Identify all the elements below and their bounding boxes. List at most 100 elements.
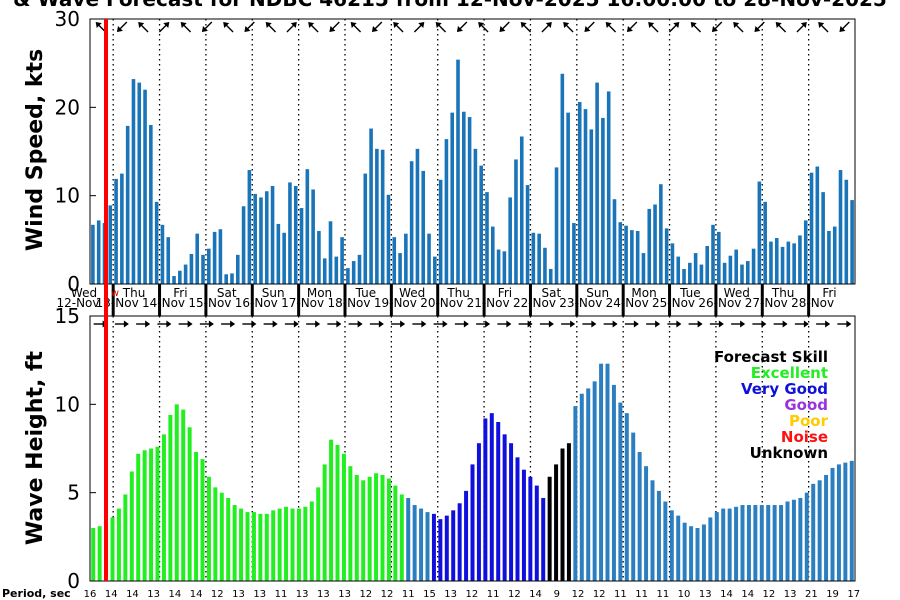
period-tick-label: 17 [847, 589, 860, 600]
wave-bar [631, 432, 636, 581]
wind-bar [821, 192, 825, 284]
wind-bar [763, 201, 767, 284]
wave-bar [721, 508, 726, 581]
wave-bar [361, 480, 366, 581]
wave-bar [554, 464, 559, 581]
day-name-label: Wed [71, 286, 97, 300]
period-tick-label: 11 [656, 589, 669, 600]
wave-bar [669, 510, 674, 581]
wind-bar [664, 228, 669, 284]
swell-direction-arrows [93, 320, 852, 328]
legend-noise: Noise [781, 428, 828, 446]
wave-bar [149, 448, 154, 581]
swell-arrow-icon [709, 320, 724, 328]
wave-bar [174, 404, 179, 581]
wind-bar [456, 59, 460, 285]
wave-bar [734, 506, 739, 581]
wave-bar [181, 409, 186, 581]
wind-bar [676, 256, 681, 284]
wave-bar [496, 422, 501, 581]
wind-bar [351, 261, 356, 284]
period-tick-label: 11 [275, 589, 288, 600]
wind-bar [519, 136, 524, 284]
wind-bar [745, 261, 750, 284]
wind-bar [728, 255, 733, 284]
wind-bar [699, 264, 704, 284]
wind-arrow-icon [413, 22, 425, 33]
wave-bar [348, 466, 353, 581]
wind-bar [404, 233, 408, 284]
day-name-label: Thu [446, 286, 470, 300]
wind-bar [682, 268, 686, 284]
wave-bar [219, 492, 224, 581]
wind-arrow-icon [711, 21, 723, 32]
wind-arrow-icon [584, 21, 595, 32]
wave-bar [194, 452, 199, 581]
wind-arrow-icon [286, 22, 297, 33]
wind-bar [583, 109, 588, 284]
wind-bar [340, 237, 344, 284]
wind-bar [531, 232, 536, 284]
day-name-label: Mon [307, 286, 332, 300]
date-label: 15-Nov [188, 296, 231, 310]
wind-bar [311, 189, 315, 284]
wind-bar [253, 193, 257, 284]
wave-bar [226, 497, 231, 581]
wind-bar [757, 181, 762, 284]
wave-bar [695, 528, 700, 581]
swell-arrow-icon [242, 320, 257, 328]
wind-arrow-icon [668, 22, 680, 33]
wind-bar [247, 170, 252, 284]
wind-bar [259, 197, 263, 284]
period-tick-label: 12 [211, 589, 224, 600]
wind-bar [606, 91, 611, 284]
wind-bar [201, 254, 205, 284]
wind-bar [293, 185, 298, 284]
wind-bar [560, 73, 565, 285]
wave-bar [258, 513, 263, 581]
wind-bar [601, 117, 605, 284]
date-label: 27-Nov [745, 296, 788, 310]
wind-bar [322, 258, 327, 284]
wind-bar [525, 185, 530, 284]
period-tick-label: 9 [554, 589, 560, 600]
wave-bar [277, 508, 282, 581]
wind-arrow-icon [605, 22, 617, 33]
wind-bar [653, 204, 657, 284]
swell-arrow-icon [114, 320, 129, 328]
wind-bar [751, 248, 756, 284]
period-tick-label: 14 [168, 589, 181, 600]
wind-bar [670, 243, 675, 284]
wind-bar [786, 241, 791, 284]
period-tick-label: 14 [720, 589, 733, 600]
wind-bar [444, 139, 449, 284]
wind-bar [166, 237, 171, 284]
period-tick-label: 19 [826, 589, 839, 600]
swell-arrow-icon [178, 320, 193, 328]
wind-arrow-icon [201, 21, 213, 32]
wave-bar [213, 487, 218, 581]
wind-bar [369, 128, 373, 284]
wave-bar [637, 452, 642, 581]
wave-bar [341, 453, 346, 581]
wind-bar [346, 268, 350, 284]
period-tick-label: 12 [359, 589, 372, 600]
swell-arrow-icon [688, 320, 703, 328]
wind-bar [589, 129, 594, 284]
ytick-label: 0 [67, 569, 80, 593]
wave-bar [464, 490, 469, 581]
wave-bar [316, 487, 321, 581]
swell-arrow-icon [391, 320, 406, 328]
swell-arrow-icon [263, 320, 278, 328]
swell-arrow-icon [157, 320, 172, 328]
wave-bar [483, 418, 488, 581]
wave-bar [824, 475, 829, 581]
day-name-label: Thu [771, 286, 795, 300]
day-name-label: Mon [631, 286, 656, 300]
swell-arrow-icon [731, 320, 746, 328]
wind-arrow-icon [563, 22, 574, 33]
wind-bar [490, 226, 495, 284]
wind-bar [827, 231, 831, 284]
wave-bar [97, 526, 102, 581]
